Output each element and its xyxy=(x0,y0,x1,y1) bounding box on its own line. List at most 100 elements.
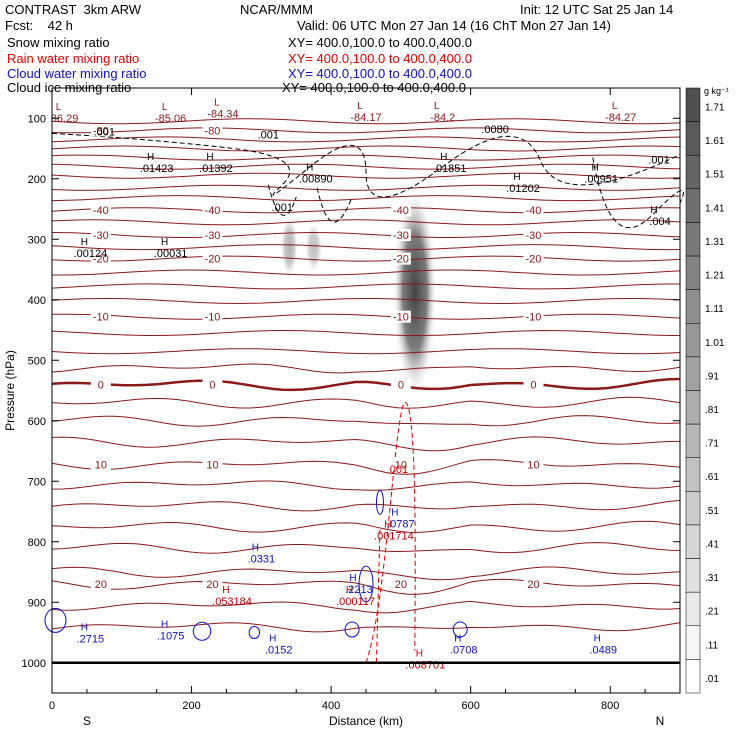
temperature-label-bg xyxy=(90,378,111,391)
temperature-contour xyxy=(51,396,681,409)
extremum-value: .008701 xyxy=(405,660,445,672)
legend-snow-label: Snow mixing ratio xyxy=(7,35,110,50)
temperature-label: 0 xyxy=(398,379,404,391)
extremum-value: .01392 xyxy=(199,163,233,175)
temperature-label-bg xyxy=(90,578,111,591)
rain-water-contour xyxy=(365,402,416,663)
extremum-value: -84.2 xyxy=(430,112,455,124)
colorbar-segment xyxy=(685,625,701,660)
snow-region xyxy=(280,218,299,282)
temperature-contour xyxy=(51,622,681,633)
north-label: N xyxy=(656,714,665,728)
colorbar-segment xyxy=(685,222,701,257)
colorbar-segment xyxy=(685,423,701,458)
colorbar-segment xyxy=(685,154,701,190)
temperature-label-bg xyxy=(523,229,544,242)
legend-cloudwater-label: Cloud water mixing ratio xyxy=(7,66,147,81)
extremum-value: .00951 xyxy=(584,174,618,186)
temperature-label-bg xyxy=(390,204,411,217)
temperature-label: 10 xyxy=(95,459,107,471)
temperature-contour xyxy=(51,542,681,554)
temperature-contour xyxy=(51,436,681,452)
extremum-marker: H xyxy=(391,508,398,519)
extremum-value: -84.34 xyxy=(207,108,238,120)
legend-cloudwater-xy: XY= 400.0,100.0 to 400.0,400.0 xyxy=(288,66,472,81)
extremum-marker: L xyxy=(612,101,618,112)
temperature-label-bg xyxy=(523,204,544,217)
colorbar-segment xyxy=(685,524,701,559)
ice-contour-label: .001 xyxy=(648,154,669,166)
temperature-label-bg xyxy=(90,204,111,217)
colorbar-segment xyxy=(685,255,701,290)
cloud-water-contour xyxy=(452,621,468,638)
extremum-marker: H xyxy=(306,163,313,174)
colorbar-label: .51 xyxy=(705,506,719,517)
temperature-contour xyxy=(51,600,681,614)
extremum-marker: H xyxy=(384,520,391,531)
extremum-marker: L xyxy=(357,101,363,112)
extremum-value: 86.29 xyxy=(51,113,79,125)
init-time: Init: 12 UTC Sat 25 Jan 14 xyxy=(520,2,674,17)
temperature-label: -10 xyxy=(93,312,109,324)
x-tick-label: 800 xyxy=(601,700,619,712)
y-tick-label: 800 xyxy=(28,537,46,549)
extremum-value: .01423 xyxy=(140,163,174,175)
temperature-label: 0 xyxy=(209,379,215,391)
extremum-marker: H xyxy=(440,152,447,163)
colorbar-label: .11 xyxy=(705,640,719,651)
temperature-label: 10 xyxy=(206,459,218,471)
temperature-label-bg xyxy=(523,310,544,323)
colorbar-unit: g kg⁻¹ xyxy=(704,86,729,96)
forecast-hour: Fcst: 42 h xyxy=(5,18,73,33)
temperature-contour xyxy=(51,145,681,152)
x-axis-label: Distance (km) xyxy=(329,714,403,728)
colorbar-segment xyxy=(685,591,701,627)
y-tick-label: 900 xyxy=(28,597,46,609)
rain-contour-label: .001 xyxy=(387,464,408,476)
temperature-label-bg xyxy=(90,229,111,242)
temperature-label-bg xyxy=(202,458,223,471)
extremum-marker: H xyxy=(454,633,461,644)
temperature-label: -20 xyxy=(93,254,109,266)
colorbar-label: 1.21 xyxy=(705,271,725,282)
temperature-contour xyxy=(51,329,680,336)
colorbar-segment xyxy=(685,87,701,122)
temperature-label-bg xyxy=(90,252,111,265)
x-tick-label: 600 xyxy=(461,700,479,712)
temperature-label: 20 xyxy=(395,579,407,591)
y-tick-label: 400 xyxy=(28,295,46,307)
temperature-label: 0 xyxy=(530,379,536,391)
temperature-label-bg xyxy=(390,229,411,242)
cloud-ice-contour xyxy=(51,132,681,198)
temperature-label: -40 xyxy=(526,205,542,217)
y-tick-label: 600 xyxy=(28,416,46,428)
temperature-label-bg xyxy=(390,252,411,265)
extremum-marker: H xyxy=(81,237,88,248)
extremum-marker: H xyxy=(206,152,213,163)
colorbar-segment xyxy=(685,356,701,391)
extremum-value: .01851 xyxy=(433,163,467,175)
model-center: NCAR/MMM xyxy=(240,2,313,17)
ice-contour-label: .001 xyxy=(94,127,115,139)
temperature-contour xyxy=(51,195,681,202)
temperature-label: 20 xyxy=(95,579,107,591)
cloud-water-contour xyxy=(192,621,212,641)
colorbar-segment xyxy=(685,457,701,492)
extremum-marker: H xyxy=(416,649,423,660)
temperature-contour xyxy=(51,118,681,125)
extremum-marker: H xyxy=(594,633,601,644)
temperature-contour xyxy=(51,499,681,512)
cloud-water-contour xyxy=(44,607,67,633)
y-tick-label: 700 xyxy=(28,476,46,488)
colorbar-label: .21 xyxy=(705,607,719,618)
temperature-label: 20 xyxy=(527,579,539,591)
extremum-value: .2715 xyxy=(77,634,105,646)
colorbar-label: .91 xyxy=(705,371,719,382)
temperature-label-bg xyxy=(202,252,223,265)
temperature-contour xyxy=(51,363,681,374)
extremum-value: .000117 xyxy=(336,596,375,608)
extremum-value: .00031 xyxy=(154,248,188,260)
temperature-contour xyxy=(51,163,681,170)
colorbar-segment xyxy=(685,188,701,223)
colorbar-segment xyxy=(685,491,701,526)
